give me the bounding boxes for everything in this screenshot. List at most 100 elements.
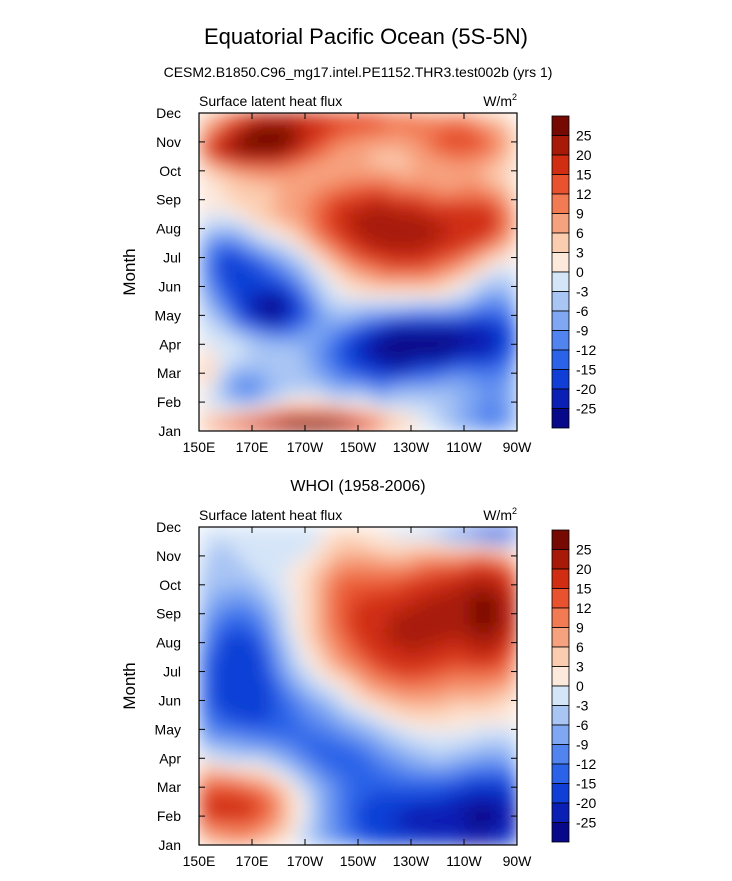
heatmap-cell (244, 423, 253, 431)
heatmap-cell (403, 165, 412, 174)
heatmap-cell (423, 324, 432, 333)
heatmap-cell (370, 178, 379, 187)
heatmap-cell (443, 572, 452, 581)
heatmap-cell (384, 113, 392, 121)
heatmap-cell (291, 344, 299, 352)
heatmap-cell (205, 553, 213, 561)
heatmap-cell (456, 119, 465, 127)
heatmap-cell (211, 258, 220, 266)
heatmap-cell (331, 718, 339, 727)
heatmap-cell (377, 553, 385, 561)
heatmap-cell (430, 592, 438, 601)
heatmap-cell (423, 606, 432, 614)
heatmap-cell (218, 225, 226, 233)
heatmap-cell (403, 291, 412, 299)
heatmap-cell (231, 592, 240, 601)
heatmap-cell (199, 251, 207, 260)
heatmap-cell (258, 784, 266, 793)
heatmap-cell (211, 619, 220, 627)
heatmap-cell (199, 390, 207, 399)
heatmap-cell (291, 238, 299, 246)
heatmap-cell (344, 245, 352, 253)
heatmap-cell (496, 659, 505, 667)
heatmap-cell (476, 678, 485, 687)
heatmap-cell (317, 119, 326, 127)
heatmap-cell (509, 758, 517, 766)
heatmap-cell (278, 238, 286, 246)
heatmap-cell (297, 698, 306, 707)
heatmap-cell (199, 397, 207, 405)
heatmap-cell (410, 317, 419, 326)
heatmap-cell (244, 718, 253, 727)
heatmap-cell (364, 324, 372, 333)
heatmap-cell (218, 632, 226, 641)
heatmap-cell (350, 533, 359, 541)
heatmap-cell (344, 665, 352, 674)
heatmap-cell (397, 113, 405, 121)
heatmap-cell (503, 357, 511, 366)
heatmap-cell (397, 351, 405, 359)
heatmap-cell (317, 824, 326, 833)
heatmap-cell (490, 831, 498, 839)
heatmap-cell (344, 278, 352, 286)
heatmap-cell (410, 119, 419, 127)
heatmap-cell (311, 245, 319, 253)
heatmap-cell (344, 652, 352, 660)
heatmap-cell (496, 718, 505, 727)
heatmap-cell (231, 178, 240, 187)
heatmap-cell (199, 705, 207, 713)
heatmap-cell (430, 579, 438, 588)
heatmap-cell (278, 231, 286, 240)
heatmap-cell (258, 652, 266, 660)
heatmap-cell (324, 351, 332, 359)
heatmap-cell (258, 572, 266, 581)
heatmap-cell (390, 357, 399, 366)
heatmap-cell (483, 384, 491, 392)
heatmap-cell (258, 685, 266, 694)
heatmap-cell (496, 158, 505, 167)
heatmap-cell (377, 291, 385, 299)
heatmap-cell (450, 304, 458, 313)
heatmap-cell (483, 284, 491, 293)
heatmap-cell (199, 553, 207, 561)
heatmap-cell (397, 791, 405, 800)
heatmap-cell (423, 632, 432, 641)
heatmap-cell (456, 553, 465, 561)
heatmap-cell (496, 165, 505, 174)
heatmap-cell (331, 384, 339, 392)
heatmap-cell (251, 758, 260, 766)
heatmap-cell (218, 527, 226, 535)
heatmap-cell (311, 606, 319, 614)
heatmap-cell (304, 125, 313, 134)
colorbar-box (551, 627, 570, 648)
heatmap-cell (397, 784, 405, 793)
heatmap-cell (490, 751, 498, 760)
y-tick-label: Sep (156, 192, 181, 208)
heatmap-cell (443, 337, 452, 346)
heatmap-cell (350, 258, 359, 266)
heatmap-cell (384, 225, 392, 233)
heatmap-cell (251, 705, 260, 713)
heatmap-cell (264, 698, 273, 707)
heatmap-cell (503, 139, 511, 147)
heatmap-cell (317, 745, 326, 753)
heatmap-cell (324, 778, 332, 786)
heatmap-cell (231, 731, 240, 740)
heatmap-cell (271, 384, 279, 392)
heatmap-cell (337, 238, 346, 246)
heatmap-cell (271, 119, 279, 127)
heatmap-cell (304, 771, 313, 780)
heatmap-cell (284, 410, 293, 419)
heatmap-cell (225, 765, 233, 773)
heatmap-cell (238, 119, 246, 127)
heatmap-cell (357, 725, 366, 733)
heatmap-cell (483, 685, 491, 694)
heatmap-cell (503, 731, 511, 740)
heatmap-cell (450, 119, 458, 127)
heatmap-cell (244, 798, 253, 806)
heatmap-cell (350, 672, 359, 680)
heatmap-cell (218, 417, 226, 425)
heatmap-cell (423, 205, 432, 213)
heatmap-cell (496, 539, 505, 548)
heatmap-cell (337, 397, 346, 405)
